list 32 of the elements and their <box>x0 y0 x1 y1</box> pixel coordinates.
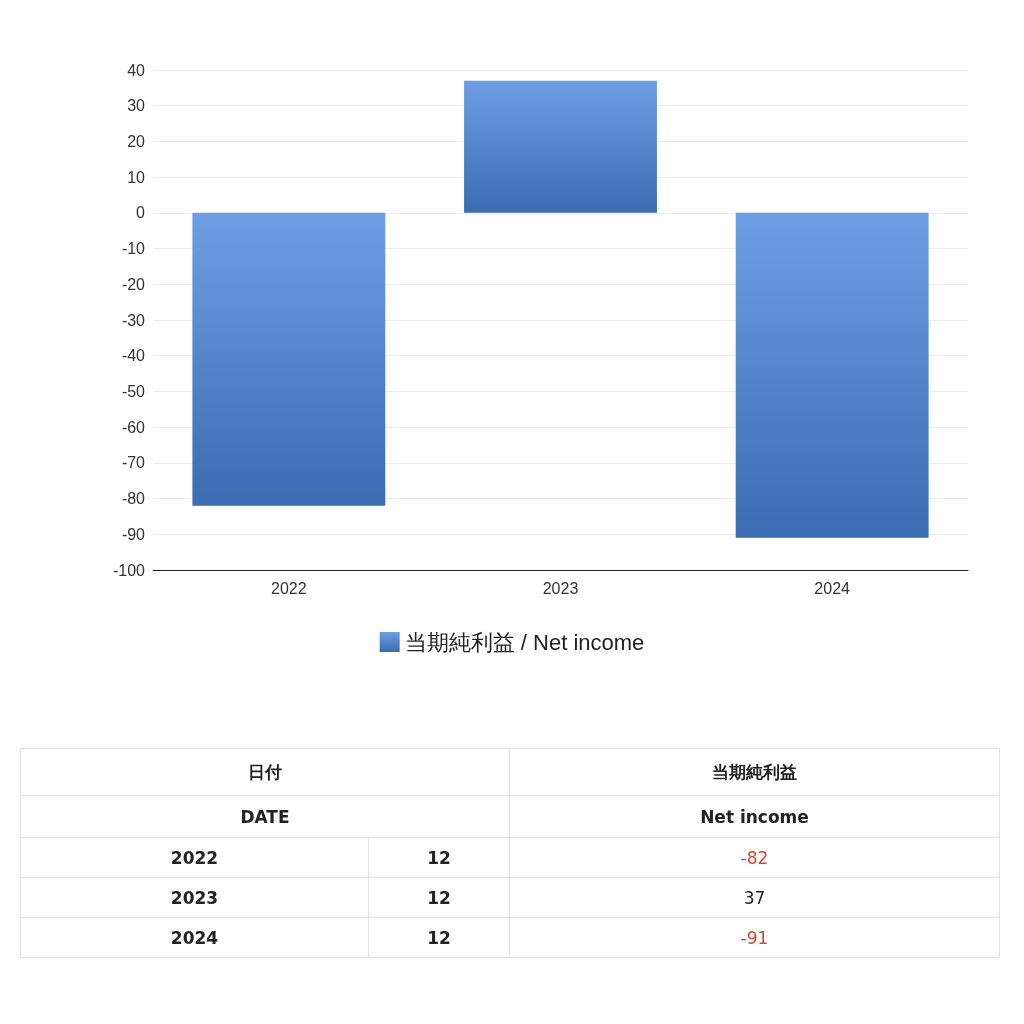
text: 12 <box>368 837 510 878</box>
text: -91 <box>509 917 1000 958</box>
y-tick-label: 30 <box>127 97 146 115</box>
y-tick-label: -60 <box>121 418 146 436</box>
text: 12 <box>368 917 510 958</box>
x-tick-label: 2024 <box>814 579 851 597</box>
x-tick-label: 2023 <box>542 579 579 597</box>
text: 12 <box>368 877 510 918</box>
y-tick-label: -50 <box>121 382 146 400</box>
category-label: 2022 <box>170 847 219 868</box>
y-tick-label: -90 <box>121 525 146 543</box>
y-tick-label: 20 <box>127 132 146 150</box>
y-tick-label: -80 <box>121 490 146 508</box>
y-tick-label: -20 <box>121 275 146 293</box>
y-tick-label: -100 <box>112 561 146 579</box>
y-tick-label: 0 <box>136 204 146 222</box>
text: 日付 <box>20 748 510 796</box>
y-tick-label: 40 <box>127 61 146 79</box>
y-tick-label: -70 <box>121 454 146 472</box>
legend-label: 当期純利益 / Net income <box>404 629 645 655</box>
category-label: 2024 <box>170 927 219 948</box>
text: 当期純利益 <box>509 748 1000 796</box>
y-tick-label: -10 <box>121 240 146 258</box>
text: DATE <box>20 795 510 838</box>
y-tick-label: -40 <box>121 347 146 365</box>
category-label: 2023 <box>170 887 219 908</box>
y-tick-label: -30 <box>121 311 146 329</box>
y-tick-label: 10 <box>127 168 146 186</box>
x-tick-label: 2022 <box>271 579 307 597</box>
text: -82 <box>509 837 1000 878</box>
text: 37 <box>509 877 1000 918</box>
text: Net income <box>509 795 1000 838</box>
